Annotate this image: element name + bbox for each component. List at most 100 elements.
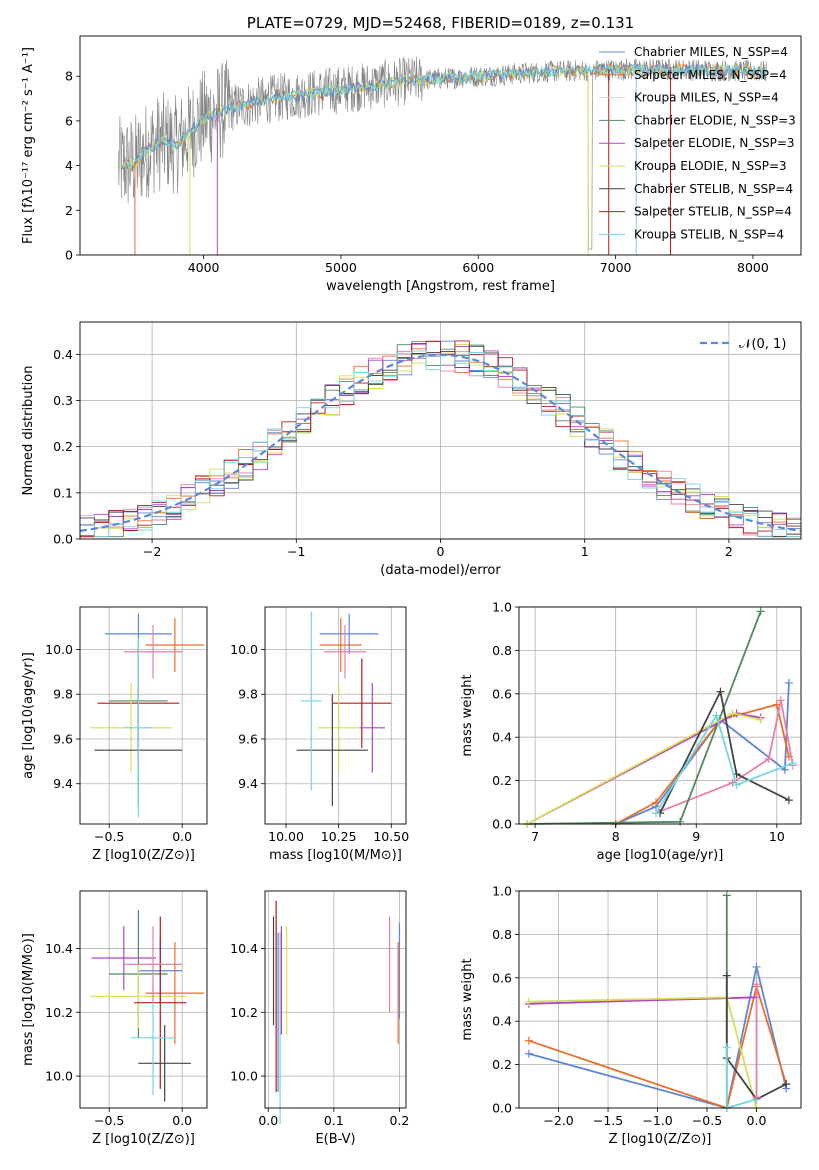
axes-frame — [518, 606, 802, 825]
plot-area — [523, 607, 797, 828]
y-tick-label: 9.8 — [53, 687, 73, 702]
series-line-salpeter-elodie — [526, 712, 761, 825]
series-line-chabrier-miles — [528, 966, 788, 1110]
legend-entry: Kroupa ELODIE, N_SSP=3 — [634, 159, 787, 173]
y-tick-label: 0.8 — [492, 643, 512, 658]
y-tick-label: 0.8 — [492, 927, 512, 942]
y-tick-label: 9.6 — [53, 731, 73, 746]
y-axis-label: age [log10(age/yr)] — [21, 652, 36, 779]
y-axis-label: mass weight — [460, 674, 475, 756]
legend-entry: Salpeter STELIB, N_SSP=4 — [634, 205, 792, 219]
y-tick-label: 0.2 — [53, 439, 73, 454]
series-marker — [782, 1080, 791, 1089]
y-tick-label: 10.0 — [45, 642, 73, 657]
x-axis-label: Z [log10(Z/Z⊙)] — [92, 848, 195, 863]
data-spectrum-line — [118, 56, 767, 250]
axes-frame — [264, 890, 407, 1109]
legend-entry: 𝒩(0, 1) — [739, 337, 786, 352]
x-tick-label: 2 — [725, 544, 733, 559]
x-tick-label: −1 — [287, 544, 305, 559]
y-tick-label: 6 — [65, 113, 73, 128]
x-tick-label: 0.0 — [172, 829, 192, 844]
x-tick-label: 0.0 — [747, 1113, 767, 1128]
axes-frame — [79, 606, 208, 825]
panel-spectrum: 4000 5000 6000 7000 8000 0 2 4 6 8 wavelength [Ang… — [21, 14, 802, 294]
legend-entry: Chabrier STELIB, N_SSP=4 — [634, 182, 793, 196]
y-tick-label: 9.6 — [238, 731, 258, 746]
legend-entry: Kroupa MILES, N_SSP=4 — [634, 91, 779, 105]
series-marker — [732, 780, 741, 789]
y-tick-label: 9.4 — [238, 776, 258, 791]
y-tick-label: 0.0 — [492, 817, 512, 832]
legend-entry: Salpeter MILES, N_SSP=4 — [634, 68, 787, 82]
y-tick-label: 0 — [65, 248, 73, 263]
y-tick-label: 9.8 — [238, 687, 258, 702]
series-line-salpeter-miles — [528, 983, 788, 1110]
y-tick-label: 10.2 — [45, 1005, 73, 1020]
x-tick-label: −1.5 — [593, 1113, 623, 1128]
series-marker — [752, 1093, 761, 1102]
y-tick-label: 0.3 — [53, 393, 73, 408]
y-tick-label: 0.2 — [492, 1057, 512, 1072]
series-marker — [651, 798, 660, 807]
x-tick-label: 1 — [581, 544, 589, 559]
y-axis-label: Normed distribution — [21, 366, 36, 496]
plot-area — [524, 891, 791, 1112]
x-tick-label: 10 — [769, 829, 785, 844]
histogram-salpeter-stelib — [80, 340, 801, 538]
panel-mass_vs_Z: −0.5 0.0 10.0 10.2 10.4 Z [log10(Z/Z⊙)] mass [… — [21, 890, 208, 1147]
x-tick-label: 8 — [612, 829, 620, 844]
x-axis-label: E(B-V) — [315, 1132, 355, 1147]
series-marker — [651, 809, 660, 818]
x-axis-label: wavelength [Angstrom, rest frame] — [326, 279, 555, 294]
y-tick-label: 0.4 — [492, 1014, 512, 1029]
y-tick-label: 0.6 — [492, 686, 512, 701]
plot-area — [272, 900, 401, 1124]
series-marker — [676, 817, 685, 826]
series-marker — [784, 678, 793, 687]
series-marker — [756, 715, 765, 724]
y-tick-label: 8 — [65, 69, 73, 84]
y-tick-label: 0.6 — [492, 970, 512, 985]
x-tick-label: 0.0 — [258, 1113, 278, 1128]
normal-curve — [80, 353, 801, 532]
x-tick-label: 5000 — [325, 260, 357, 275]
y-tick-label: 0.0 — [53, 532, 73, 547]
x-axis-label: (data-model)/error — [380, 563, 501, 578]
x-tick-label: −0.5 — [94, 829, 124, 844]
x-tick-label: 9 — [692, 829, 700, 844]
series-marker — [524, 1049, 533, 1058]
x-tick-label: 7000 — [600, 260, 632, 275]
x-tick-label: 6000 — [462, 260, 494, 275]
panel-age_vs_mass: 10.00 10.25 10.50 9.4 9.6 9.8 10.0 mass [log10(… — [230, 606, 409, 863]
legend-entry: Salpeter ELODIE, N_SSP=3 — [634, 136, 795, 150]
y-tick-label: 0.4 — [492, 730, 512, 745]
model-line-chabrier-miles — [121, 62, 767, 171]
series-marker — [524, 997, 533, 1006]
x-tick-label: 10.00 — [268, 829, 304, 844]
axes-frame — [79, 35, 802, 256]
x-tick-label: −0.5 — [94, 1113, 124, 1128]
series-marker — [728, 709, 737, 718]
y-tick-label: 10.0 — [45, 1069, 73, 1084]
y-axis-label: mass weight — [460, 958, 475, 1040]
panel-weight_vs_Z: −2.0 −1.5 −1.0 −0.5 0.0 0.0 0.2 0.4 0.6 0.8 1.0 Z [… — [460, 884, 802, 1147]
legend-entry: Chabrier ELODIE, N_SSP=3 — [634, 113, 796, 127]
y-tick-label: 1.0 — [492, 884, 512, 899]
y-tick-label: 4 — [65, 158, 73, 173]
series-line-chabrier-stelib — [725, 975, 787, 1101]
x-tick-label: −0.5 — [692, 1113, 722, 1128]
plot-area — [118, 56, 767, 255]
axes-frame — [79, 321, 802, 540]
y-tick-label: 2 — [65, 203, 73, 218]
axes-frame — [518, 890, 802, 1109]
x-tick-label: 10.50 — [373, 829, 409, 844]
x-axis-label: Z [log10(Z/Z⊙)] — [609, 1132, 712, 1147]
series-marker — [788, 759, 797, 768]
legend-entry: Kroupa STELIB, N_SSP=4 — [634, 227, 784, 241]
y-tick-label: 0.4 — [53, 347, 73, 362]
y-tick-label: 0.0 — [492, 1101, 512, 1116]
series-marker — [712, 711, 721, 720]
x-tick-label: 7 — [531, 829, 539, 844]
